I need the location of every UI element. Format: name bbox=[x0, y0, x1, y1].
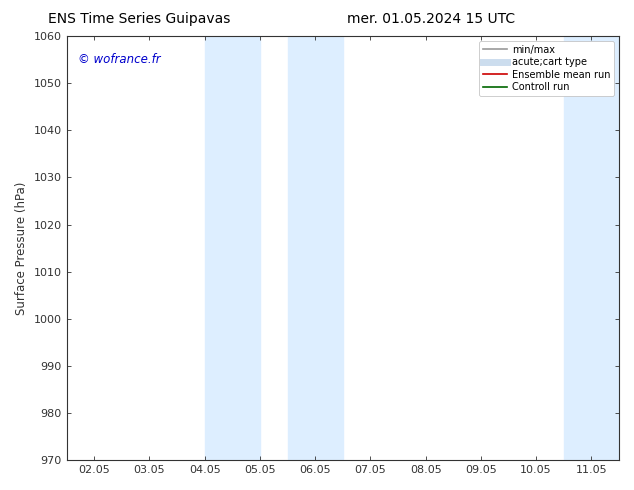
Y-axis label: Surface Pressure (hPa): Surface Pressure (hPa) bbox=[15, 181, 28, 315]
Bar bbox=[288, 36, 343, 460]
Bar bbox=[564, 36, 619, 460]
Text: ENS Time Series Guipavas: ENS Time Series Guipavas bbox=[48, 12, 231, 26]
Text: mer. 01.05.2024 15 UTC: mer. 01.05.2024 15 UTC bbox=[347, 12, 515, 26]
Bar bbox=[205, 36, 260, 460]
Legend: min/max, acute;cart type, Ensemble mean run, Controll run: min/max, acute;cart type, Ensemble mean … bbox=[479, 41, 614, 96]
Text: © wofrance.fr: © wofrance.fr bbox=[77, 53, 160, 66]
